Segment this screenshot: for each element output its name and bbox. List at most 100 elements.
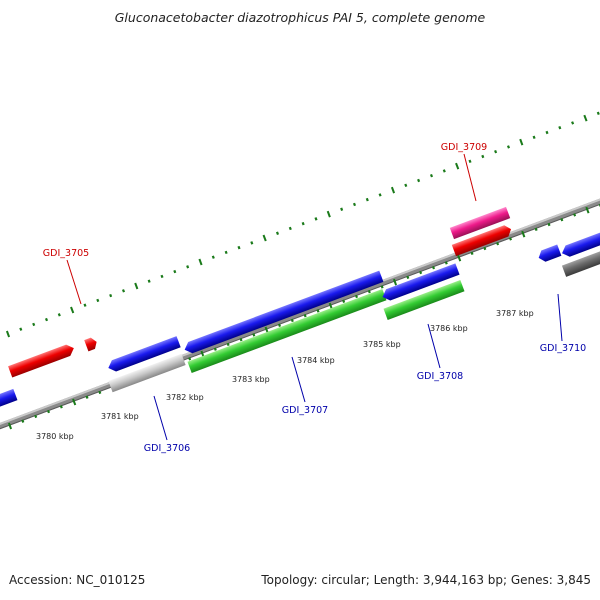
outer-ring-minor-tick <box>481 154 485 159</box>
leader-line-gdi3705 <box>66 259 82 305</box>
outer-ring-minor-tick <box>173 269 177 274</box>
outer-ring-minor-tick <box>186 265 190 269</box>
outer-ring-minor-tick <box>32 322 36 327</box>
inner-ring-major-tick <box>585 206 590 214</box>
gene-feature-blue-gdi3707[interactable] <box>183 270 384 356</box>
gene-feature-darkgrey-gdi3710[interactable] <box>561 243 600 277</box>
inner-ring-minor-tick <box>252 333 256 337</box>
outer-ring-minor-tick <box>404 183 408 187</box>
gene-label-gdi3710[interactable]: GDI_3710 <box>540 343 586 354</box>
accession-text: Accession: NC_010125 <box>9 573 146 587</box>
outer-ring-minor-tick <box>211 255 215 259</box>
kbp-label: 3781 kbp <box>101 412 139 421</box>
leader-line-gdi3708 <box>427 323 441 369</box>
gene-feature-blue-edge[interactable] <box>0 388 18 408</box>
inner-ring-minor-tick <box>34 414 38 419</box>
outer-ring-minor-tick <box>596 111 600 115</box>
gene-feature-green-gdi3707[interactable] <box>187 288 387 374</box>
outer-ring-minor-tick <box>121 289 126 293</box>
inner-ring-minor-tick <box>380 285 384 289</box>
gene-feature-blue-gdi3706[interactable] <box>106 336 181 374</box>
outer-ring-minor-tick <box>558 126 562 130</box>
outer-ring-minor-tick <box>468 159 472 163</box>
inner-ring-minor-tick <box>213 347 217 351</box>
outer-ring-minor-tick <box>365 197 369 202</box>
kbp-label: 3786 kbp <box>430 324 468 333</box>
inner-ring-minor-tick <box>21 419 25 423</box>
outer-ring-minor-tick <box>109 293 113 298</box>
kbp-scale: 3780 kbp 3781 kbp 3782 kbp 3783 kbp 3784… <box>36 309 534 441</box>
kbp-label: 3783 kbp <box>232 375 270 384</box>
kbp-label: 3784 kbp <box>297 356 335 365</box>
gene-label-gdi3707[interactable]: GDI_3707 <box>282 405 328 416</box>
outer-ring-minor-tick <box>417 178 421 183</box>
gene-feature-blue-gdi3710[interactable] <box>560 225 600 259</box>
inner-ring-minor-tick <box>290 318 294 323</box>
inner-ring-minor-tick <box>354 294 359 299</box>
outer-ring-minor-tick <box>19 327 23 331</box>
inner-ring-minor-tick <box>573 213 577 217</box>
reverse-strand-features <box>0 225 600 408</box>
inner-ring-minor-tick <box>303 313 307 318</box>
inner-ring-major-tick <box>457 254 462 262</box>
gene-feature-red-2[interactable] <box>84 336 99 352</box>
outer-ring-minor-tick <box>250 241 254 245</box>
inner-ring-minor-tick <box>508 237 513 241</box>
outer-ring-minor-tick <box>442 169 446 173</box>
outer-ring-minor-tick <box>494 150 498 154</box>
gene-feature-red-gdi3709[interactable] <box>451 224 513 257</box>
outer-ring-minor-tick <box>96 298 100 303</box>
inner-ring-major-tick <box>521 230 526 238</box>
outer-ring-minor-tick <box>275 231 280 235</box>
outer-ring-major-tick <box>326 210 331 218</box>
inner-ring-minor-tick <box>470 251 474 255</box>
gene-label-gdi3705[interactable]: GDI_3705 <box>43 248 89 259</box>
forward-strand-features <box>8 206 513 378</box>
gene-label-gdi3706[interactable]: GDI_3706 <box>144 443 190 454</box>
outer-ring-minor-tick <box>57 313 61 317</box>
outer-ring-major-tick <box>70 306 75 314</box>
inner-ring-minor-tick <box>59 405 63 409</box>
gene-feature-red-1[interactable] <box>8 342 76 378</box>
gene-feature-grey-gdi3706[interactable] <box>108 353 186 393</box>
inner-ring-minor-tick <box>534 227 538 231</box>
outer-ring-minor-tick <box>340 207 344 211</box>
inner-ring-minor-tick <box>496 242 500 246</box>
genome-summary-text: Topology: circular; Length: 3,944,163 bp… <box>261 573 591 587</box>
gene-label-gdi3708[interactable]: GDI_3708 <box>417 371 463 382</box>
gene-label-gdi3709[interactable]: GDI_3709 <box>441 142 487 153</box>
outer-ring-minor-tick <box>429 174 434 178</box>
gene-feature-green-gdi3708[interactable] <box>383 280 465 320</box>
outer-ring-minor-tick <box>532 135 536 139</box>
gene-feature-blue-gdi3708[interactable] <box>380 263 460 302</box>
outer-ring-minor-tick <box>314 217 318 221</box>
outer-ring-minor-tick <box>83 303 87 307</box>
outer-ring-major-tick <box>134 282 139 290</box>
outer-ring-minor-tick <box>237 245 241 250</box>
outer-ring-minor-tick <box>506 145 511 149</box>
outer-ring-minor-tick <box>160 274 164 279</box>
leader-line-gdi3707 <box>291 356 306 403</box>
inner-ring-minor-tick <box>431 266 436 270</box>
kbp-label: 3785 kbp <box>363 340 401 349</box>
inner-ring-minor-tick <box>483 246 487 251</box>
gene-feature-pink-gdi3709[interactable] <box>449 206 511 240</box>
outer-ring-minor-tick <box>545 130 549 135</box>
inner-ring-major-tick <box>72 398 77 406</box>
inner-ring-minor-tick <box>239 337 243 342</box>
inner-ring-minor-tick <box>85 395 89 399</box>
inner-ring-minor-tick <box>547 222 551 227</box>
inner-ring-major-tick <box>7 422 13 430</box>
outer-ring-minor-tick <box>224 250 228 255</box>
inner-ring-minor-tick <box>277 323 282 327</box>
label-leaders <box>66 153 563 441</box>
leader-line-gdi3710 <box>557 293 563 342</box>
gene-feature-blue-gdi3710-small[interactable] <box>537 244 562 264</box>
outer-ring-minor-tick <box>352 202 357 207</box>
inner-ring-minor-tick <box>188 357 192 361</box>
outer-ring-minor-tick <box>301 221 305 226</box>
kbp-label: 3782 kbp <box>166 393 204 402</box>
inner-ring-minor-tick <box>419 270 423 275</box>
outer-ring-minor-tick <box>571 121 575 125</box>
